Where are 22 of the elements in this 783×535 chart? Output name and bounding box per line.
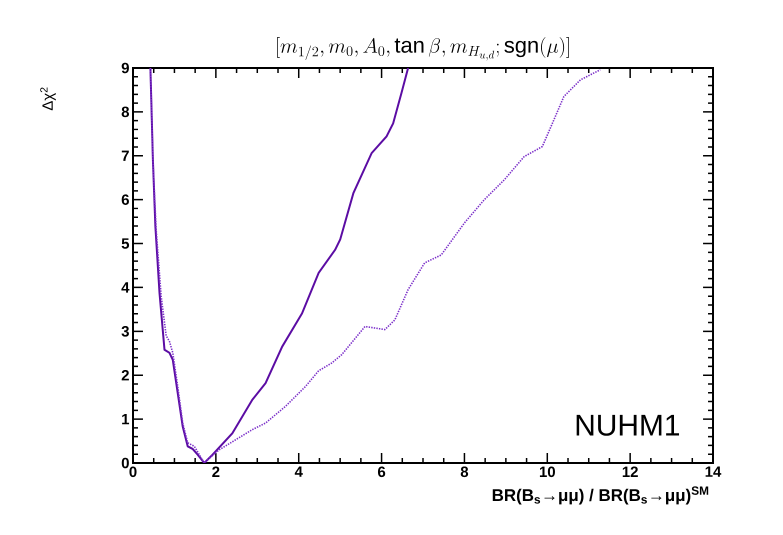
x-axis-title: BR(B$_{s}$→μμ) / BR(B$_{s}$→μμ)$^{SM}$ bbox=[492, 486, 708, 504]
x-tick-label: 12 bbox=[622, 466, 638, 477]
y-tick-label: 3 bbox=[122, 326, 129, 337]
y-tick-label: 9 bbox=[122, 62, 129, 74]
y-tick-label: 1 bbox=[122, 414, 130, 424]
chart-title: $[m_{1/2}, m_0, A_0, \tan\beta, m_{H_{u,d}}; \mathrm{sgn}(\mu)]$ bbox=[277, 37, 569, 60]
x-tick-label: 10 bbox=[540, 466, 555, 478]
x-tick-label: 8 bbox=[460, 466, 468, 478]
x-tick-label: 0 bbox=[129, 466, 137, 478]
x-tick-label: 6 bbox=[378, 466, 386, 478]
y-tick-label: 2 bbox=[122, 370, 129, 380]
y-tick-label: 7 bbox=[122, 150, 129, 161]
x-tick-label: 2 bbox=[212, 466, 220, 477]
y-tick-label: 4 bbox=[121, 282, 130, 293]
x-tick-label: 4 bbox=[294, 466, 303, 477]
y-tick-label: 5 bbox=[122, 238, 130, 249]
y-tick-label: 0 bbox=[122, 458, 129, 468]
annotation: NUHM1 bbox=[576, 414, 680, 436]
y-tick-label: 8 bbox=[122, 106, 130, 118]
y-tick-label: 6 bbox=[122, 194, 129, 205]
x-tick-label: 14 bbox=[706, 466, 722, 477]
y-axis-title: Δχ$^{2}$ bbox=[40, 88, 56, 110]
